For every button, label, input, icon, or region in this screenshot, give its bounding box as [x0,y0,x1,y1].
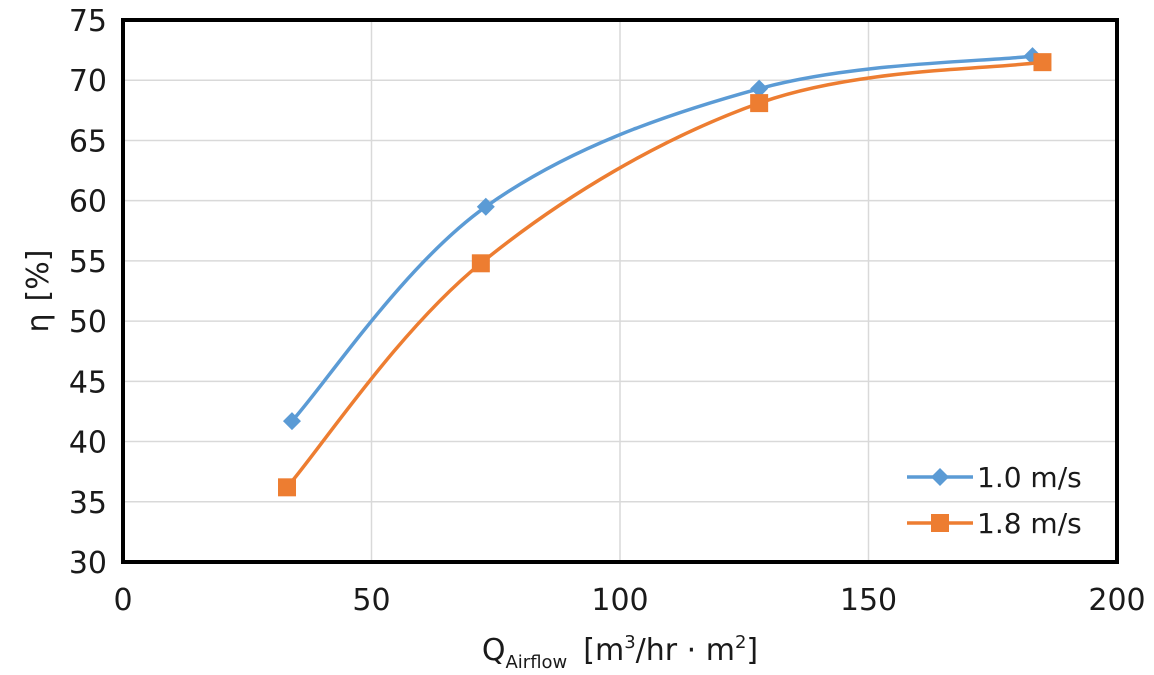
y-tick-label: 30 [69,546,107,581]
data-series [278,47,1052,497]
legend: 1.0 m/s 1.8 m/s [907,461,1082,540]
data-point [750,94,769,113]
data-point [471,254,490,273]
y-tick-label: 70 [69,64,107,99]
x-axis-title-units-mid: /hr · m [636,633,735,668]
gridlines [123,20,1117,562]
y-tick-label: 35 [69,486,107,521]
y-tick-label: 60 [69,185,107,220]
x-axis-title-units-close: ] [746,633,758,668]
plot-area-border [121,18,1119,564]
legend-entry: 1.0 m/s [907,461,1082,494]
x-tick-label: 200 [1088,583,1145,618]
x-axis-title-units-sup1: 3 [624,632,635,653]
x-tick-label: 100 [591,583,648,618]
y-tick-label: 40 [69,426,107,461]
legend-marker [931,514,949,532]
data-point [282,412,301,431]
x-tick-label: 150 [840,583,897,618]
series-line [285,60,1043,489]
x-axis-title-units-sup2: 2 [735,632,746,653]
x-axis-title: QAirflow [m3/hr · m2] [482,632,758,673]
y-tick-label: 45 [69,365,107,400]
series-1 [282,47,1042,431]
series-line [290,54,1033,423]
y-tick-label: 65 [69,124,107,159]
y-tick-label: 50 [69,305,107,340]
y-tick-label: 55 [69,245,107,280]
tick-labels: 30 35 40 45 50 55 60 65 70 75 0 50 100 150 200 [69,4,1146,618]
data-point [278,478,297,497]
x-axis-title-subscript: Airflow [505,652,567,673]
x-tick-label: 0 [113,583,132,618]
series-2 [278,53,1052,497]
y-axis-title-units: [%] [21,250,56,302]
x-axis-title-units-open: [m [583,633,624,668]
legend-label: 1.8 m/s [977,507,1082,540]
data-point [750,79,769,98]
legend-marker [931,468,949,486]
y-axis-title: η [%] [21,250,56,333]
x-tick-label: 50 [352,583,390,618]
y-axis-title-symbol: η [21,313,56,332]
legend-entry: 1.8 m/s [907,507,1082,540]
data-point [1033,53,1052,72]
legend-label: 1.0 m/s [977,461,1082,494]
data-point [476,197,495,216]
x-axis-title-main: Q [482,633,506,668]
y-tick-label: 75 [69,4,107,39]
